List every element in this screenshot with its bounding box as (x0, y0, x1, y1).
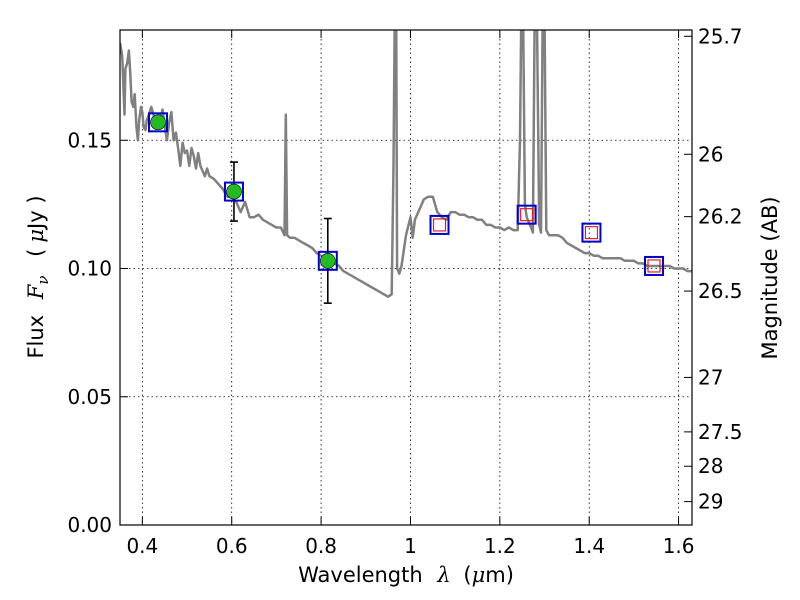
magnitude-tick-label: 29 (698, 490, 723, 514)
x-axis-ticks: 0.4 0.6 0.8 1 1.2 1.4 1.6 (126, 30, 695, 558)
model-photometry-square (147, 112, 168, 133)
x-axis-unit-mu: μ (472, 563, 486, 587)
x-tick-label: 0.4 (126, 534, 158, 558)
non-detection-square (584, 226, 599, 240)
y-axis-label-left-text: Flux (24, 315, 48, 359)
spectrum-layer (120, 30, 692, 298)
magnitude-tick-label: 26.2 (698, 205, 743, 229)
non-detection-square (432, 218, 447, 232)
non-detection-square (647, 259, 661, 273)
x-tick-label: 1.6 (663, 534, 695, 558)
magnitude-tick-label: 27.5 (698, 420, 743, 444)
x-tick-label: 0.6 (216, 534, 248, 558)
model-photometry-square (644, 255, 665, 276)
magnitude-tick-label: 25.7 (698, 24, 743, 48)
y-tick-label: 0.15 (67, 128, 112, 152)
y-axis-unit-rest: Jy ) (24, 195, 48, 231)
observed-point (226, 183, 242, 200)
x-axis-label: Wavelength λ (μm) (298, 563, 514, 587)
magnitude-tick-label: 27 (698, 365, 723, 389)
y-axis-label-left: Flux Fν ( μJy ) (24, 195, 53, 358)
model-photometry-square (223, 181, 244, 202)
y-axis-unit-open: ( (24, 249, 48, 257)
observed-point (150, 114, 166, 131)
magnitude-axis-ticks: 25.7 26 26.2 26.5 27 27.5 28 29 (684, 24, 743, 514)
x-axis-label-text: Wavelength (298, 563, 423, 587)
magnitude-tick-label: 28 (698, 454, 723, 478)
y-tick-label: 0.10 (67, 257, 112, 281)
x-tick-label: 1 (404, 534, 417, 558)
model-photometry-square (317, 250, 338, 271)
y-axis-unit-mu: μ (24, 229, 48, 243)
y-tick-label: 0.00 (67, 513, 112, 537)
x-axis-unit-open: ( (463, 563, 471, 587)
marker-layer (147, 112, 665, 304)
y-axis-flux-sub: ν (34, 276, 52, 285)
y-axis-ticks: 0.00 0.05 0.10 0.15 (67, 128, 128, 537)
non-detection-square (520, 208, 534, 222)
x-tick-label: 1.2 (484, 534, 516, 558)
grid-lines (120, 30, 692, 525)
x-tick-label: 1.4 (573, 534, 605, 558)
spectrum-line (120, 30, 692, 298)
x-tick-label: 0.8 (305, 534, 337, 558)
y-tick-label: 0.05 (67, 385, 112, 409)
y-axis-flux-symbol: F (24, 283, 48, 300)
magnitude-tick-label: 26.5 (698, 279, 743, 303)
observed-point (319, 253, 336, 269)
plot-frame (119, 29, 693, 526)
model-photometry-square (581, 222, 602, 243)
x-axis-unit-rest: m) (485, 563, 514, 587)
y-axis-label-right: Magnitude (AB) (758, 196, 782, 359)
model-photometry-square (429, 214, 450, 235)
model-photometry-square (516, 204, 537, 225)
x-axis-lambda: λ (436, 563, 450, 587)
magnitude-tick-label: 26 (698, 142, 723, 166)
